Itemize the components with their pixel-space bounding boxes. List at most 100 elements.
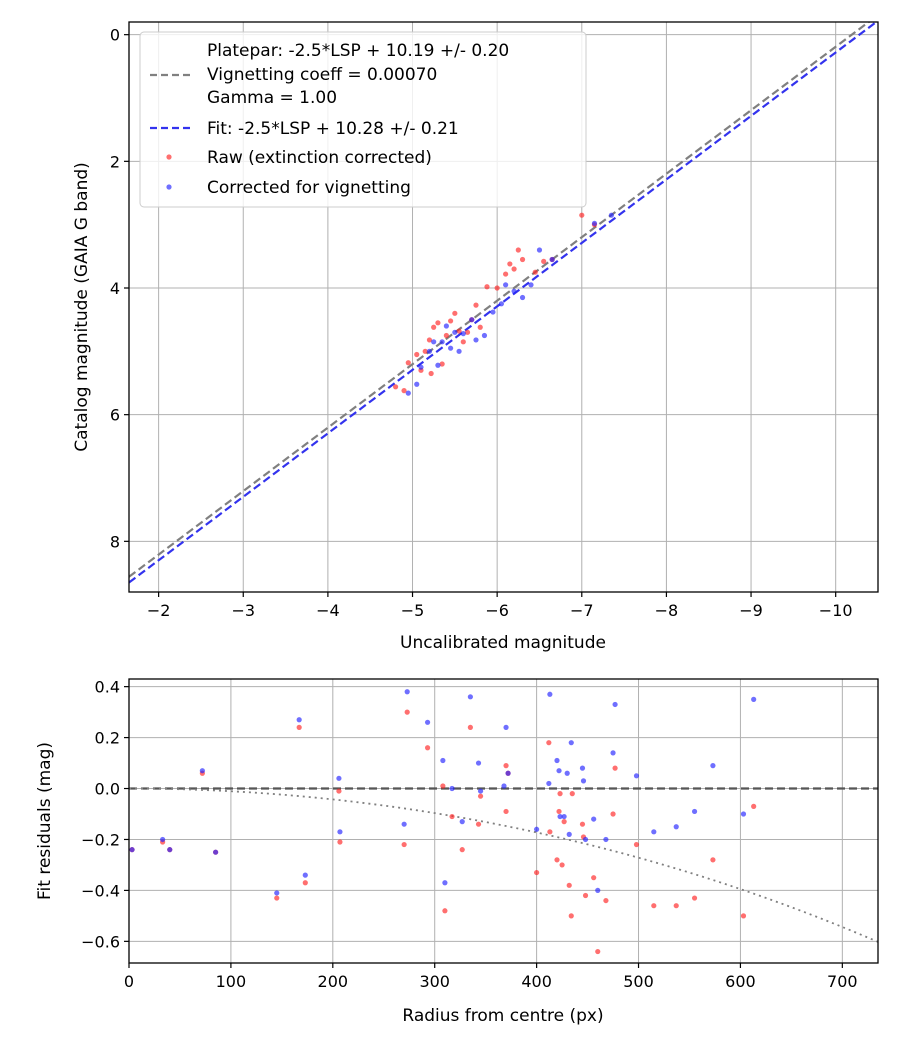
raw-point (392, 384, 399, 390)
raw-point (673, 903, 679, 909)
y-tick-label: 0.4 (95, 678, 120, 697)
raw-point (442, 908, 448, 914)
y-tick-label: 0 (110, 26, 120, 45)
raw-point (591, 875, 597, 881)
raw-point (336, 788, 342, 794)
raw-point (610, 811, 616, 817)
corrected-point (167, 847, 173, 853)
x-tick-label: −10 (819, 601, 853, 620)
legend-raw: Raw (extinction corrected) (207, 148, 432, 168)
corrected-point (460, 331, 466, 337)
corrected-point (424, 719, 431, 725)
legend-box (139, 31, 587, 208)
residuals-plot-frame (128, 678, 879, 964)
raw-point (519, 256, 526, 263)
legend-handle-raw (166, 154, 172, 160)
x-tick-label: 500 (623, 972, 654, 991)
y-tick-label: −0.6 (81, 932, 120, 951)
corrected-point (481, 332, 488, 339)
legend-platepar: Platepar: -2.5*LSP + 10.19 +/- 0.20 (207, 41, 509, 61)
corrected-point (440, 757, 446, 764)
x-tick-label: 300 (419, 972, 450, 991)
residuals-ticks: 0 100 200 300 400 500 600 700 0.4 0.2 0.0 −0.2 −0.4 −… (81, 678, 857, 991)
x-tick-label: −7 (570, 601, 594, 620)
raw-point (439, 361, 445, 367)
line-platepar (129, 22, 871, 578)
raw-point (691, 895, 698, 901)
raw-point (541, 258, 547, 264)
x-tick-label: 0 (124, 972, 134, 991)
raw-point (448, 318, 454, 324)
corrected-point (557, 813, 563, 820)
x-tick-label: −3 (231, 601, 255, 620)
x-axis-label: Uncalibrated magnitude (400, 633, 606, 653)
corrected-point (401, 821, 407, 827)
y-tick-label: 0.0 (95, 780, 120, 799)
corrected-point (426, 348, 433, 354)
raw-point (424, 745, 431, 751)
corrected-point (336, 775, 342, 781)
raw-point (467, 724, 473, 730)
residuals-chart: 0 100 200 300 400 500 600 700 0.4 0.2 0.0 −0.2 −0.4 −… (35, 678, 879, 1026)
corrected-point (549, 256, 555, 263)
raw-point (296, 724, 302, 730)
x-tick-label: −6 (485, 601, 509, 620)
raw-point (561, 819, 567, 825)
raw-point (459, 847, 465, 853)
raw-point (582, 892, 589, 899)
corrected-point (456, 348, 462, 354)
x-tick-label: −4 (316, 601, 340, 620)
raw-point (568, 913, 574, 919)
raw-point (566, 882, 572, 888)
corrected-point (302, 872, 308, 878)
raw-point (511, 266, 517, 272)
corrected-point (547, 691, 553, 697)
x-tick-label: −5 (401, 601, 425, 620)
raw-point (740, 913, 747, 919)
corrected-point (337, 829, 343, 835)
legend-gamma: Gamma = 1.00 (207, 88, 337, 108)
calibration-points (392, 212, 615, 396)
y-axis-label: Catalog magnitude (GAIA G band) (72, 162, 92, 452)
corrected-point (452, 329, 458, 335)
raw-point (503, 763, 509, 769)
corrected-point (633, 773, 640, 779)
corrected-point (475, 760, 482, 766)
corrected-point (556, 768, 562, 774)
line-fit (129, 22, 878, 584)
corrected-point (534, 826, 540, 832)
x-tick-label: −2 (147, 601, 171, 620)
corrected-point (608, 212, 615, 218)
raw-point (554, 857, 560, 863)
corrected-point (473, 337, 479, 343)
corrected-point (612, 701, 618, 708)
corrected-point (582, 836, 589, 843)
corrected-point (274, 890, 280, 896)
residuals-points (129, 689, 757, 955)
corrected-point (160, 836, 166, 843)
corrected-point (448, 345, 454, 351)
raw-point (547, 829, 553, 835)
corrected-point (740, 811, 747, 817)
x-tick-label: 700 (827, 972, 858, 991)
y-tick-label: 4 (110, 279, 120, 298)
corrected-point (511, 288, 517, 294)
raw-point (460, 339, 466, 345)
corrected-point (449, 785, 455, 792)
corrected-point (610, 750, 616, 756)
raw-point (579, 821, 586, 827)
corrected-point (467, 694, 473, 700)
corrected-point (554, 757, 560, 764)
raw-point (651, 903, 657, 909)
legend-handle-corrected (166, 184, 172, 190)
corrected-point (431, 339, 437, 345)
raw-point (401, 388, 407, 394)
corrected-point (129, 847, 135, 853)
corrected-point (591, 816, 597, 822)
raw-point (452, 310, 458, 316)
raw-point (515, 247, 521, 253)
legend-vignetting: Vignetting coeff = 0.00070 (207, 65, 437, 85)
y-tick-label: 8 (110, 532, 120, 551)
raw-point (534, 869, 540, 876)
